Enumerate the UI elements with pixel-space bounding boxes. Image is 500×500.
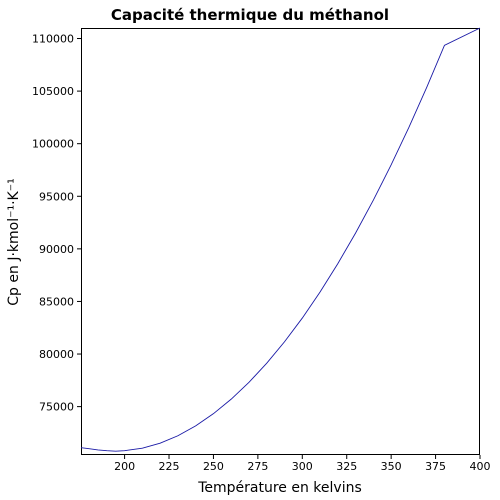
series-line	[80, 27, 481, 452]
x-axis: 200 225 250 275 300 325 350 375 400	[114, 455, 491, 473]
y-tick-label: 105000	[32, 85, 74, 98]
x-tick-label: 325	[336, 460, 357, 473]
y-tick-label: 95000	[39, 190, 74, 203]
y-tick-label: 80000	[39, 348, 74, 361]
x-tick-label: 375	[425, 460, 446, 473]
y-axis: 75000 80000 85000 90000 95000 100000 105000 110…	[32, 33, 81, 414]
y-tick-label: 85000	[39, 295, 74, 308]
y-tick-label: 75000	[39, 401, 74, 414]
x-tick-label: 200	[114, 460, 135, 473]
x-tick-label: 350	[381, 460, 402, 473]
x-axis-label: Température en kelvins	[197, 480, 362, 496]
y-tick-label: 100000	[32, 138, 74, 151]
x-tick-label: 225	[159, 460, 180, 473]
plot-area-frame	[81, 28, 480, 455]
x-tick-label: 250	[203, 460, 224, 473]
y-tick-label: 110000	[32, 33, 74, 46]
chart-title: Capacité thermique du méthanol	[111, 6, 389, 24]
x-tick-label: 275	[247, 460, 268, 473]
y-tick-label: 90000	[39, 243, 74, 256]
x-tick-label: 300	[292, 460, 313, 473]
y-axis-label: Cp en J·kmol⁻¹·K⁻¹	[6, 178, 22, 305]
x-tick-label: 400	[470, 460, 491, 473]
